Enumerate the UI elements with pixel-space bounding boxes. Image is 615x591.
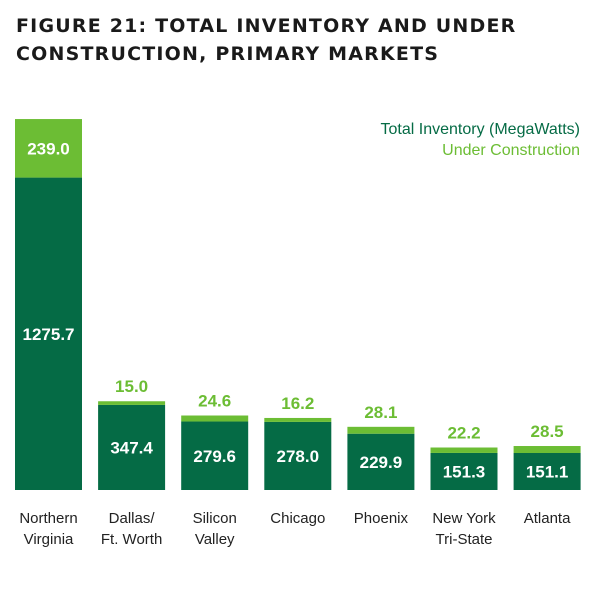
category-label-chicago: Chicago (270, 510, 325, 527)
category-label-northern-virginia: Northern Virginia (19, 510, 77, 548)
value-label-construction-dallas-ft-worth: 15.0 (115, 377, 148, 396)
value-label-inventory-new-york-tri-state: 151.3 (443, 462, 486, 481)
category-label-silicon-valley: Silicon Valley (193, 510, 237, 548)
bar-construction-silicon-valley (181, 415, 249, 422)
category-label-phoenix: Phoenix (354, 510, 409, 527)
legend: Total Inventory (MegaWatts) Under Constr… (381, 121, 580, 159)
bar-construction-chicago (264, 417, 332, 422)
category-labels-group: Northern Virginia Dallas/Ft. Worth Silicon V… (19, 510, 571, 548)
value-label-construction-new-york-tri-state: 22.2 (447, 424, 480, 443)
bar-construction-northern-virginia (15, 119, 82, 178)
value-label-inventory-silicon-valley: 279.6 (193, 447, 236, 466)
bar-inventory-dallas-ft-worth (98, 404, 166, 490)
legend-entry-total-inventory: Total Inventory (MegaWatts) (381, 121, 580, 138)
bar-inventory-phoenix (347, 433, 415, 490)
value-label-construction-chicago: 16.2 (281, 394, 314, 413)
value-label-inventory-chicago: 278.0 (277, 447, 320, 466)
value-labels-group: 1275.7 239.0 347.4 15.0 279.6 24.6 278.0 16.2 22… (23, 139, 569, 481)
value-label-construction-northern-virginia: 239.0 (27, 139, 70, 158)
bar-construction-atlanta (513, 446, 581, 453)
value-label-inventory-northern-virginia: 1275.7 (23, 325, 75, 344)
value-label-inventory-dallas-ft-worth: 347.4 (110, 438, 153, 457)
value-label-construction-phoenix: 28.1 (364, 403, 397, 422)
bar-construction-phoenix (347, 426, 415, 434)
bars-group (15, 119, 581, 491)
category-label-atlanta: Atlanta (524, 510, 571, 527)
bar-construction-dallas-ft-worth (98, 401, 166, 405)
bar-inventory-silicon-valley (181, 421, 249, 490)
bar-inventory-atlanta (513, 452, 581, 490)
category-label-new-york-tri-state: New York Tri-State (432, 510, 496, 548)
category-label-dallas-ft-worth: Dallas/Ft. Worth (101, 510, 162, 548)
value-label-inventory-phoenix: 229.9 (360, 453, 403, 472)
bar-inventory-northern-virginia (15, 177, 82, 491)
value-label-construction-silicon-valley: 24.6 (198, 392, 231, 411)
value-label-inventory-atlanta: 151.1 (526, 462, 569, 481)
bar-inventory-new-york-tri-state (430, 452, 498, 490)
chart-title: FIGURE 21: TOTAL INVENTORY AND UNDER CON… (16, 15, 517, 65)
legend-entry-under-construction: Under Construction (442, 142, 580, 159)
bar-inventory-chicago (264, 421, 332, 490)
bar-construction-new-york-tri-state (430, 447, 498, 453)
value-label-construction-atlanta: 28.5 (531, 422, 564, 441)
